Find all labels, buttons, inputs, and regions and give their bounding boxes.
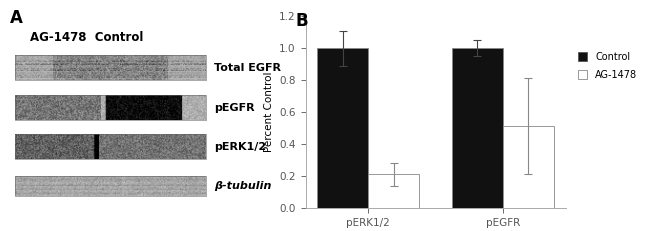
Bar [16,95,205,120]
Bar [502,126,554,208]
Legend: Control, AG-1478: Control, AG-1478 [575,50,639,82]
Bar [369,174,419,208]
Bar [16,55,205,80]
Text: β-tubulin: β-tubulin [214,181,272,191]
Text: pERK1/2: pERK1/2 [214,142,266,152]
Text: B: B [296,12,308,30]
Bar [16,176,205,196]
Text: Total EGFR: Total EGFR [214,63,281,73]
Y-axis label: Percent Control: Percent Control [264,72,274,152]
Bar [16,95,205,120]
Text: AG-1478  Control: AG-1478 Control [30,31,143,44]
Bar [16,55,205,80]
Text: A: A [10,9,22,27]
Bar [16,134,205,159]
Text: pEGFR: pEGFR [214,103,255,113]
Bar [452,48,502,208]
Bar [16,176,205,196]
Bar [16,134,205,159]
Bar [317,48,369,208]
